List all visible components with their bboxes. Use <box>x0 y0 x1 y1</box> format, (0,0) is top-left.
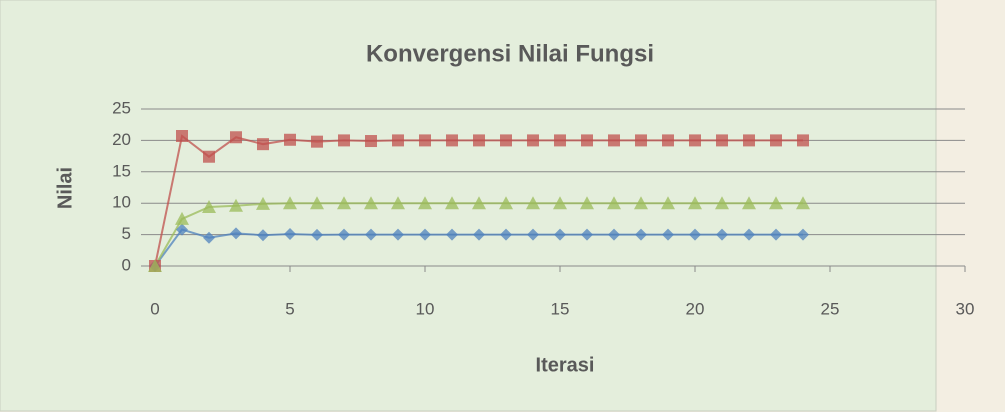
marker <box>662 134 674 147</box>
marker <box>473 228 485 241</box>
marker <box>581 134 593 147</box>
marker <box>554 134 566 147</box>
marker <box>743 228 755 241</box>
marker <box>446 134 458 147</box>
marker <box>607 196 621 210</box>
marker <box>473 134 485 147</box>
marker <box>716 228 728 241</box>
marker <box>796 196 810 210</box>
marker <box>742 196 756 210</box>
x-axis-title: Iterasi <box>536 354 595 376</box>
marker <box>743 134 755 147</box>
marker <box>230 131 242 144</box>
marker <box>608 134 620 147</box>
marker <box>797 228 809 241</box>
marker <box>229 198 243 212</box>
marker <box>635 228 647 241</box>
marker <box>553 196 567 210</box>
marker <box>769 196 783 210</box>
y-tick-label: 15 <box>112 161 131 180</box>
marker <box>338 134 350 147</box>
marker <box>176 130 188 143</box>
marker <box>364 196 378 210</box>
y-axis-title: Nilai <box>54 167 76 209</box>
chart-title: Konvergensi Nilai Fungsi <box>366 40 654 67</box>
marker <box>662 228 674 241</box>
marker <box>419 228 431 241</box>
marker <box>257 229 269 242</box>
marker <box>472 196 486 210</box>
marker <box>284 227 296 240</box>
marker <box>148 259 162 272</box>
marker <box>689 228 701 241</box>
marker <box>203 150 215 163</box>
marker <box>500 134 512 147</box>
marker <box>310 196 324 210</box>
marker <box>392 134 404 147</box>
marker <box>283 196 297 210</box>
marker <box>716 134 728 147</box>
x-tick-label: 30 <box>956 299 975 318</box>
marker <box>689 134 701 147</box>
y-tick-label: 10 <box>112 193 131 212</box>
marker <box>176 223 188 236</box>
marker <box>715 196 729 210</box>
marker <box>365 228 377 241</box>
marker <box>256 196 270 210</box>
x-tick-label: 0 <box>150 299 159 318</box>
marker <box>311 135 323 148</box>
marker <box>581 228 593 241</box>
marker <box>500 228 512 241</box>
marker <box>230 227 242 240</box>
marker <box>391 196 405 210</box>
marker <box>661 196 675 210</box>
marker <box>526 196 540 210</box>
y-tick-label: 25 <box>112 98 131 117</box>
marker <box>203 231 215 244</box>
marker <box>418 196 432 210</box>
x-tick-label: 25 <box>821 299 840 318</box>
marker <box>527 228 539 241</box>
marker <box>202 199 216 213</box>
marker <box>499 196 513 210</box>
marker <box>365 135 377 148</box>
marker <box>337 196 351 210</box>
x-tick-label: 5 <box>285 299 294 318</box>
marker <box>608 228 620 241</box>
marker <box>770 228 782 241</box>
marker <box>446 228 458 241</box>
x-tick-label: 20 <box>686 299 705 318</box>
marker <box>635 134 647 147</box>
marker <box>392 228 404 241</box>
marker <box>770 134 782 147</box>
marker <box>257 138 269 151</box>
marker <box>797 134 809 147</box>
marker <box>527 134 539 147</box>
marker <box>419 134 431 147</box>
marker <box>175 211 189 225</box>
marker <box>688 196 702 210</box>
marker <box>634 196 648 210</box>
y-tick-label: 5 <box>122 224 131 243</box>
marker <box>580 196 594 210</box>
y-tick-label: 0 <box>122 255 131 274</box>
marker <box>554 228 566 241</box>
marker <box>338 228 350 241</box>
x-tick-label: 15 <box>551 299 570 318</box>
marker <box>311 228 323 241</box>
marker <box>284 133 296 146</box>
marker <box>445 196 459 210</box>
x-tick-label: 10 <box>416 299 435 318</box>
y-tick-label: 20 <box>112 130 131 149</box>
